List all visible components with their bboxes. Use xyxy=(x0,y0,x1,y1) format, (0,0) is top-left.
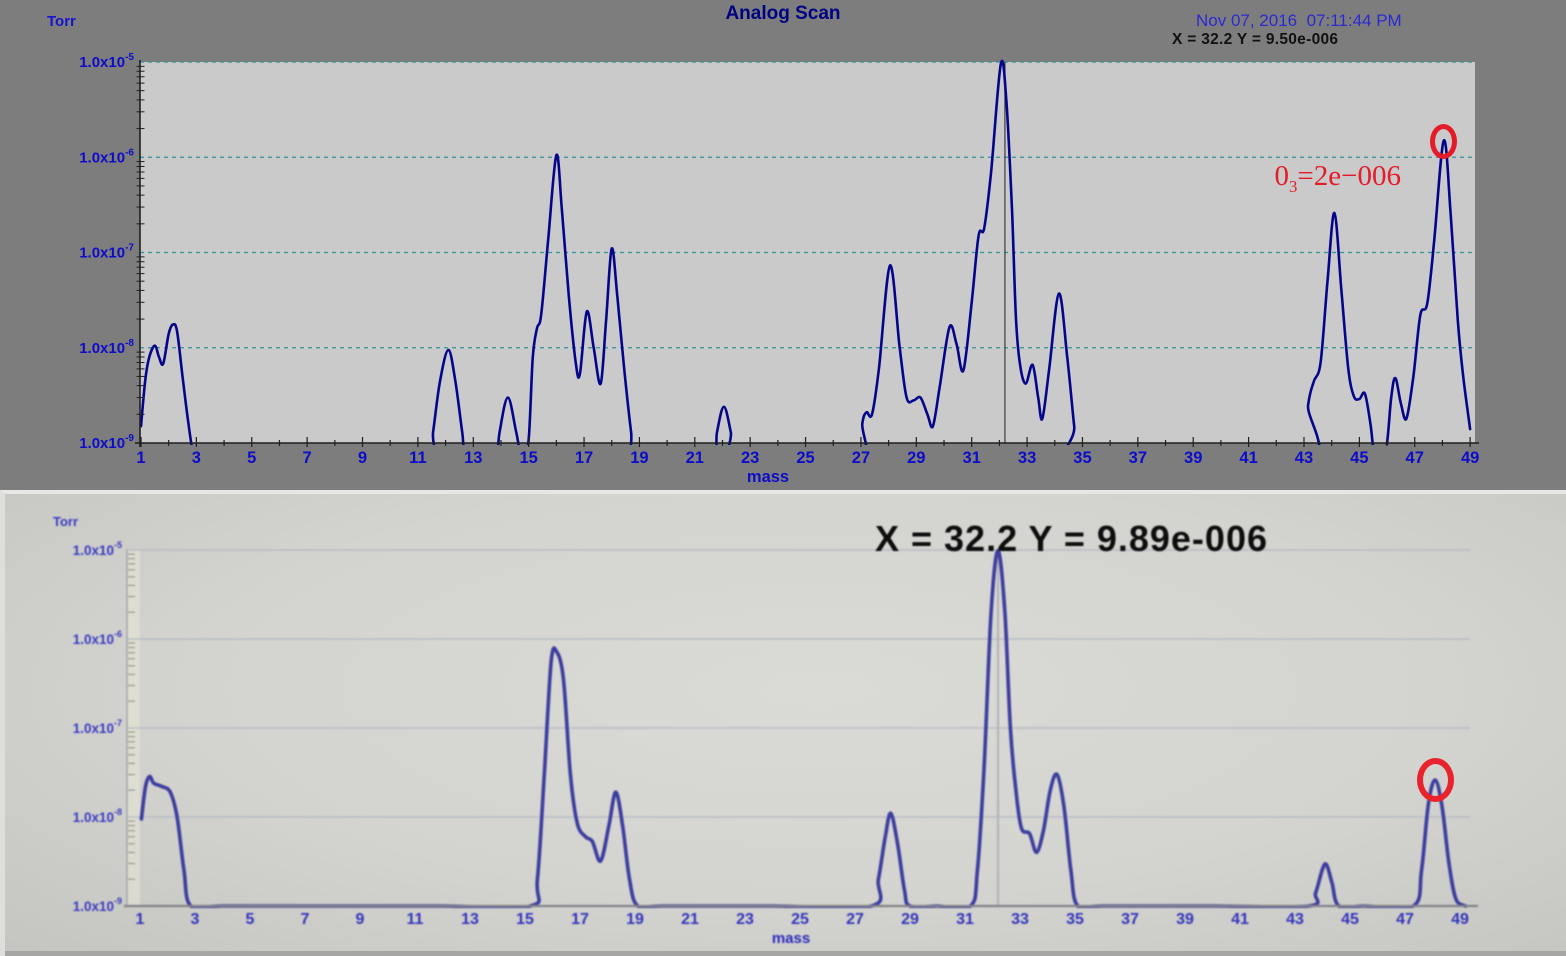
svg-text:39: 39 xyxy=(1176,911,1194,928)
svg-text:25: 25 xyxy=(791,911,809,928)
svg-text:1.0x10-6: 1.0x10-6 xyxy=(73,629,122,647)
svg-text:3: 3 xyxy=(192,449,201,467)
analog-scan-panel-photo: 1 3 5 7 9 11 13 15 17 19 21 23 25 27 29 31 33 35 37 39 41 43 4… xyxy=(0,490,1566,956)
svg-text:31: 31 xyxy=(963,449,981,467)
svg-text:7: 7 xyxy=(301,911,310,928)
svg-text:21: 21 xyxy=(686,449,704,467)
svg-text:9: 9 xyxy=(356,911,365,928)
ozone-annotation-label: 03=2e−006 xyxy=(1231,133,1402,225)
svg-text:19: 19 xyxy=(626,911,644,928)
ozone-subscript: 3 xyxy=(1289,176,1298,196)
svg-text:1: 1 xyxy=(136,449,145,467)
svg-text:35: 35 xyxy=(1066,911,1084,928)
svg-text:41: 41 xyxy=(1231,911,1249,928)
cursor-readout: X = 32.2 Y = 9.89e-006 xyxy=(875,518,1268,559)
analog-scan-panel-software: 1 3 5 7 9 11 13 15 17 19 21 23 25 27 29 31 33 35 37 39 41 43 4… xyxy=(0,0,1566,490)
y-axis-unit-label: Torr xyxy=(53,514,79,529)
ozone-value: =2e−006 xyxy=(1297,160,1401,192)
svg-text:33: 33 xyxy=(1011,911,1029,928)
svg-text:13: 13 xyxy=(461,911,479,928)
photo-bottom-edge xyxy=(5,951,1566,956)
svg-text:29: 29 xyxy=(907,449,925,467)
top-chart-canvas[interactable]: 1 3 5 7 9 11 13 15 17 19 21 23 25 27 29 31 33 35 37 39 41 43 4… xyxy=(0,0,1566,490)
svg-text:1: 1 xyxy=(136,911,145,928)
svg-text:1.0x10-7: 1.0x10-7 xyxy=(79,243,134,262)
svg-text:5: 5 xyxy=(246,911,255,928)
svg-text:41: 41 xyxy=(1239,449,1257,467)
svg-text:49: 49 xyxy=(1461,449,1479,467)
x-axis-title: mass xyxy=(746,468,790,486)
svg-text:15: 15 xyxy=(516,911,534,928)
svg-text:21: 21 xyxy=(681,911,699,928)
ozone-peak-circle-annotation xyxy=(1430,124,1458,160)
svg-text:11: 11 xyxy=(409,449,426,467)
svg-text:27: 27 xyxy=(846,911,864,928)
svg-text:45: 45 xyxy=(1341,911,1359,928)
svg-text:29: 29 xyxy=(901,911,919,928)
svg-text:17: 17 xyxy=(571,911,589,928)
svg-text:1.0x10-8: 1.0x10-8 xyxy=(73,807,122,825)
svg-text:11: 11 xyxy=(407,911,424,928)
svg-text:5: 5 xyxy=(247,449,256,467)
svg-text:35: 35 xyxy=(1073,449,1091,467)
svg-text:47: 47 xyxy=(1406,449,1424,467)
svg-text:31: 31 xyxy=(956,911,974,928)
svg-text:1.0x10-7: 1.0x10-7 xyxy=(73,718,122,736)
svg-text:1.0x10-8: 1.0x10-8 xyxy=(79,338,134,357)
svg-text:1.0x10-9: 1.0x10-9 xyxy=(73,896,122,914)
svg-text:49: 49 xyxy=(1451,911,1469,928)
cursor-readout: X = 32.2 Y = 9.50e-006 xyxy=(1172,31,1339,48)
svg-text:3: 3 xyxy=(191,911,200,928)
svg-text:45: 45 xyxy=(1350,449,1368,467)
svg-text:23: 23 xyxy=(736,911,754,928)
svg-text:25: 25 xyxy=(796,449,814,467)
svg-text:1.0x10-5: 1.0x10-5 xyxy=(73,540,122,558)
svg-text:37: 37 xyxy=(1129,449,1147,467)
bottom-chart-canvas[interactable]: 1 3 5 7 9 11 13 15 17 19 21 23 25 27 29 31 33 35 37 39 41 43 4… xyxy=(0,490,1566,956)
svg-text:43: 43 xyxy=(1295,449,1313,467)
svg-text:9: 9 xyxy=(358,449,367,467)
svg-text:15: 15 xyxy=(519,449,537,467)
svg-text:33: 33 xyxy=(1018,449,1036,467)
svg-text:1.0x10-9: 1.0x10-9 xyxy=(79,433,134,452)
svg-text:7: 7 xyxy=(303,449,312,467)
svg-text:19: 19 xyxy=(630,449,648,467)
svg-text:43: 43 xyxy=(1286,911,1304,928)
svg-text:13: 13 xyxy=(464,449,482,467)
svg-text:27: 27 xyxy=(852,449,870,467)
svg-text:1.0x10-6: 1.0x10-6 xyxy=(79,147,134,166)
svg-text:17: 17 xyxy=(575,449,593,467)
page-title: Analog Scan xyxy=(725,3,841,24)
ozone-symbol: 0 xyxy=(1274,160,1290,192)
scan-timestamp: Nov 07, 2016 07:11:44 PM xyxy=(1196,11,1402,30)
svg-text:47: 47 xyxy=(1396,911,1414,928)
ozone-peak-circle-annotation xyxy=(1416,758,1454,803)
svg-text:39: 39 xyxy=(1184,449,1202,467)
svg-text:37: 37 xyxy=(1121,911,1139,928)
y-axis-unit-label: Torr xyxy=(47,13,76,30)
svg-text:1.0x10-5: 1.0x10-5 xyxy=(79,52,134,71)
svg-text:23: 23 xyxy=(741,449,759,467)
x-axis-title: mass xyxy=(771,930,811,947)
